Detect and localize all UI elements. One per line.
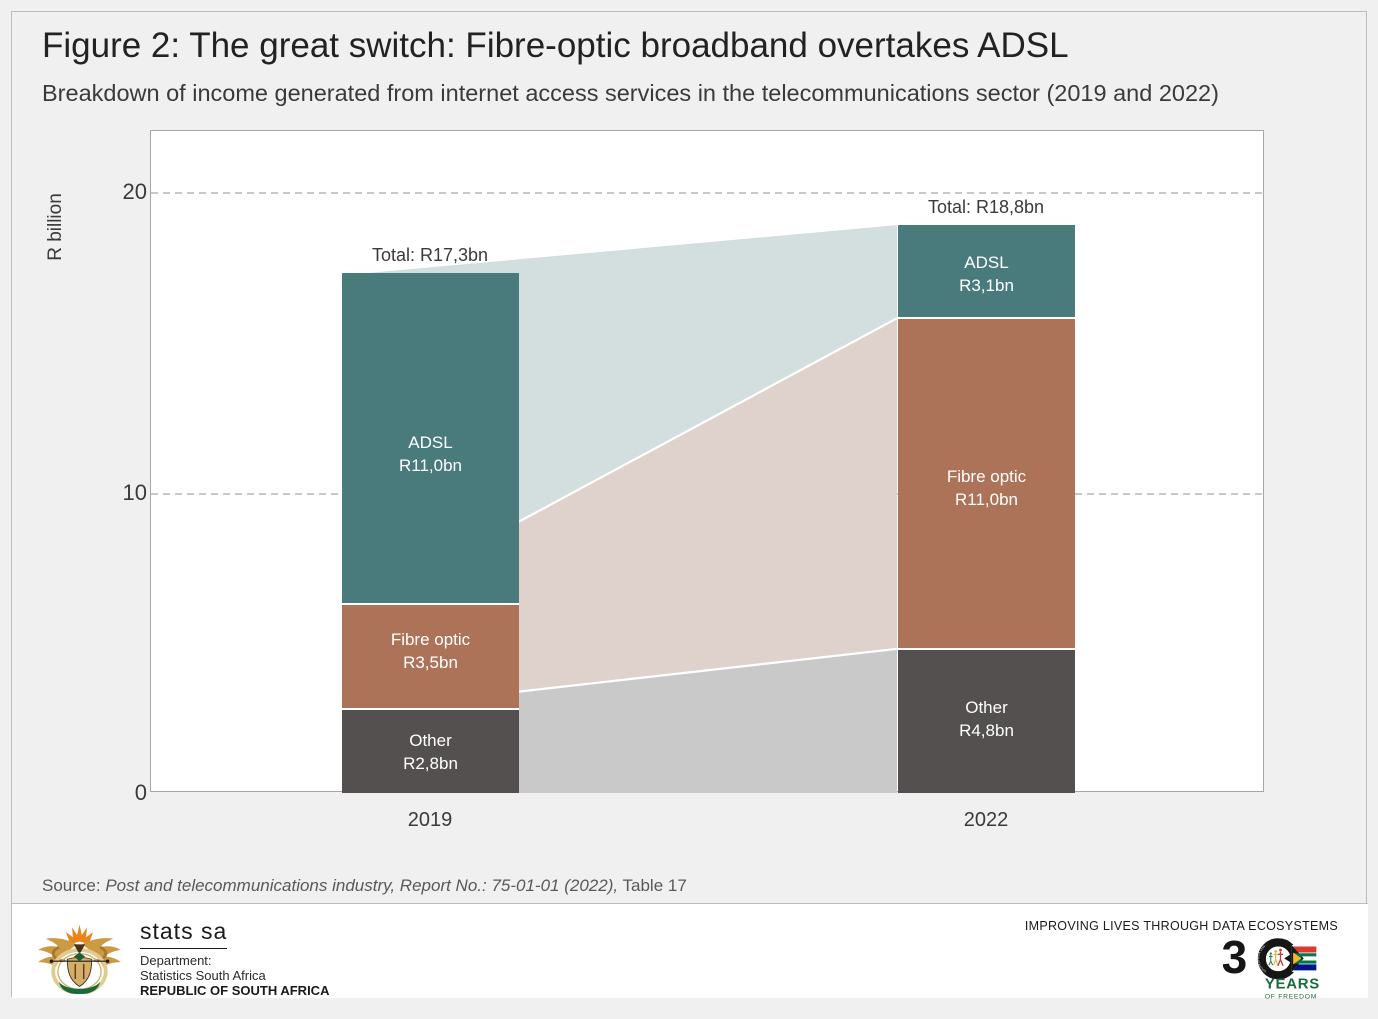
svg-text:3: 3 bbox=[1223, 934, 1247, 983]
svg-text:OF FREEDOM: OF FREEDOM bbox=[1265, 993, 1317, 1000]
svg-text:YEARS: YEARS bbox=[1265, 976, 1320, 993]
